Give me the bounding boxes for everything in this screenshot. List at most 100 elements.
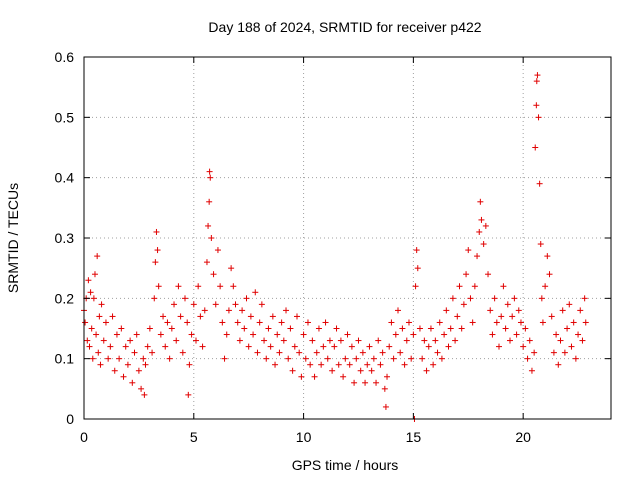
data-point — [90, 295, 97, 302]
data-point — [138, 385, 145, 392]
data-point — [430, 361, 437, 368]
data-point — [524, 355, 531, 362]
data-point — [353, 355, 360, 362]
y-tick-label: 0.3 — [55, 230, 75, 246]
data-point — [359, 349, 366, 356]
data-point — [153, 228, 160, 235]
data-point — [182, 295, 189, 302]
y-tick-labels: 0 0.1 0.2 0.3 0.4 0.5 0.6 — [55, 49, 75, 427]
data-point — [550, 349, 557, 356]
grid-lines — [84, 57, 611, 419]
data-point — [412, 283, 419, 290]
data-point — [421, 337, 428, 344]
data-point — [263, 355, 270, 362]
data-point — [425, 343, 432, 350]
data-point — [413, 247, 420, 254]
data-point — [201, 307, 208, 314]
data-point — [192, 337, 199, 344]
data-point — [173, 337, 180, 344]
data-point — [184, 319, 191, 326]
data-point — [498, 313, 505, 320]
data-point — [388, 319, 395, 326]
data-point — [500, 283, 507, 290]
data-point — [555, 361, 562, 368]
data-point — [105, 355, 112, 362]
data-point — [131, 349, 138, 356]
data-point — [477, 198, 484, 205]
data-point — [538, 295, 545, 302]
data-point — [142, 361, 149, 368]
data-point — [326, 337, 333, 344]
chart-title: Day 188 of 2024, SRMTID for receiver p42… — [208, 19, 481, 35]
data-point — [168, 325, 175, 332]
data-point — [526, 337, 533, 344]
y-axis-title: SRMTID / TECUs — [5, 183, 21, 293]
x-axis-title: GPS time / hours — [292, 457, 399, 473]
data-point — [304, 319, 311, 326]
data-point — [474, 253, 481, 260]
data-point — [548, 313, 555, 320]
data-point — [162, 343, 169, 350]
data-point — [111, 367, 118, 374]
data-point — [210, 271, 217, 278]
data-point — [179, 349, 186, 356]
data-point — [458, 325, 465, 332]
data-point — [151, 295, 158, 302]
data-point — [177, 313, 184, 320]
data-point — [456, 283, 463, 290]
data-point — [357, 367, 364, 374]
data-point — [340, 373, 347, 380]
data-point — [313, 349, 320, 356]
data-point — [315, 325, 322, 332]
data-point — [245, 343, 252, 350]
data-point — [82, 319, 89, 326]
data-point — [208, 235, 215, 241]
data-point — [107, 343, 114, 350]
data-point — [335, 361, 342, 368]
data-point — [399, 325, 406, 332]
data-point — [302, 355, 309, 362]
data-point — [199, 343, 206, 350]
data-point — [401, 361, 408, 368]
data-point — [460, 301, 467, 308]
data-point — [283, 307, 290, 314]
data-point — [85, 277, 92, 284]
data-point — [329, 367, 336, 374]
data-point — [441, 331, 448, 338]
data-point — [582, 319, 589, 326]
data-point — [232, 301, 239, 308]
data-point — [84, 337, 91, 344]
x-tick-label: 20 — [515, 429, 531, 445]
data-point — [300, 331, 307, 338]
data-point — [243, 295, 250, 302]
data-point — [463, 271, 470, 278]
data-point — [366, 343, 373, 350]
data-point — [381, 385, 388, 392]
data-point — [100, 337, 107, 344]
data-point — [410, 331, 417, 338]
data-point — [247, 313, 254, 320]
data-point — [291, 343, 298, 350]
data-point — [395, 307, 402, 314]
data-point — [293, 313, 300, 320]
data-point — [537, 241, 544, 248]
data-point — [214, 247, 221, 254]
data-point — [225, 307, 232, 314]
data-point — [513, 331, 520, 338]
data-point — [496, 343, 503, 350]
data-point — [149, 349, 156, 356]
data-point — [96, 313, 103, 320]
data-point — [384, 373, 391, 380]
data-point — [532, 144, 539, 151]
data-point — [160, 313, 167, 320]
data-point — [217, 283, 224, 290]
data-point — [186, 361, 193, 368]
data-point — [236, 337, 243, 344]
data-point — [185, 391, 192, 398]
data-point — [539, 319, 546, 326]
data-point — [133, 331, 140, 338]
data-point — [333, 325, 340, 332]
data-point — [298, 373, 305, 380]
data-point — [377, 361, 384, 368]
